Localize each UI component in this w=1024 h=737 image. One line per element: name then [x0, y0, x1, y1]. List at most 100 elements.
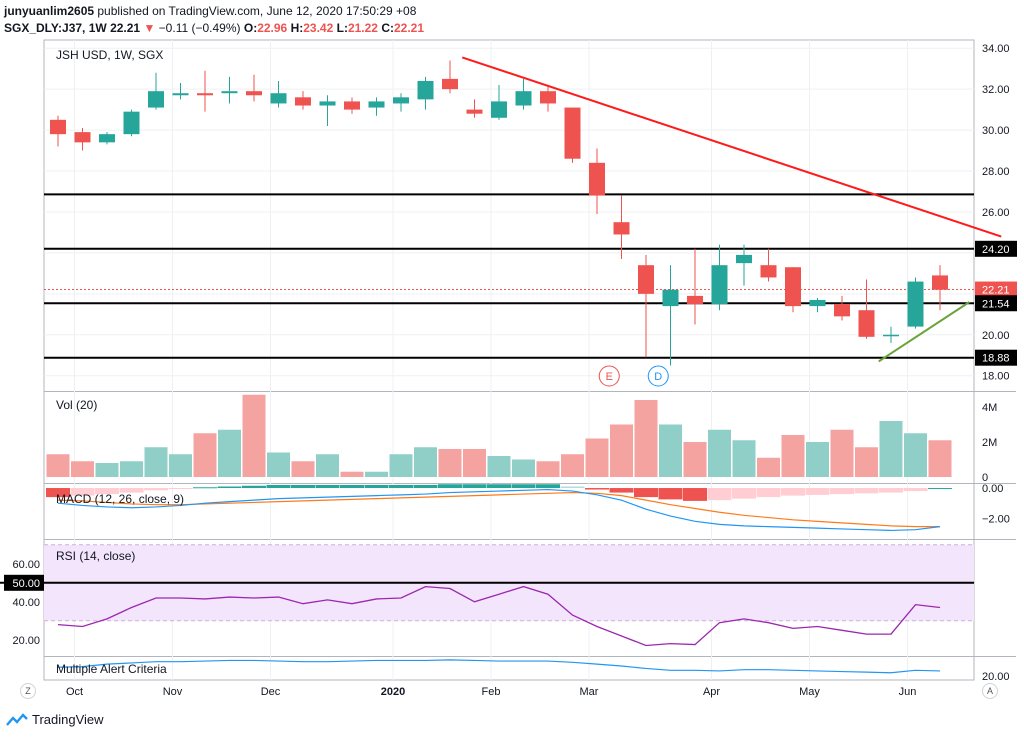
candle-body	[907, 281, 924, 327]
macd-pane-label: MACD (12, 26, close, 9)	[56, 492, 185, 506]
volume-bar	[855, 447, 878, 477]
close-label: C:	[381, 21, 394, 35]
high-value: 23.42	[303, 21, 334, 35]
macd-histogram-bar	[438, 484, 462, 489]
candle-body	[368, 101, 385, 108]
rsi-pane-label: RSI (14, close)	[56, 549, 136, 563]
alert-criteria-line	[57, 659, 941, 674]
zoom-button[interactable]: Z	[20, 683, 36, 699]
volume-bar	[242, 394, 266, 477]
candle-body	[760, 265, 777, 278]
macd-line	[57, 488, 941, 532]
x-tick-label: Mar	[580, 686, 599, 698]
candle-body	[123, 111, 140, 135]
price-axis-badge	[975, 240, 1017, 257]
volume-bar	[71, 461, 94, 477]
macd-signal-line	[57, 491, 940, 528]
price-tick-label: 24.20	[982, 244, 1010, 256]
macd-histogram-bar	[707, 488, 732, 501]
up-trendline	[878, 301, 970, 363]
price-tick-label: 22.21	[982, 285, 1010, 297]
candle-body	[148, 91, 164, 108]
down-arrow-icon: ▼	[143, 21, 156, 35]
candle-body	[662, 289, 679, 307]
candle-body	[197, 93, 213, 96]
tradingview-brand: TradingView	[32, 712, 104, 727]
macd-histogram-bar	[413, 485, 438, 489]
volume-bar	[267, 452, 290, 477]
volume-bar	[585, 438, 609, 477]
volume-bar	[365, 471, 388, 477]
open-label: O:	[243, 21, 258, 35]
macd-histogram-bar	[193, 487, 217, 489]
rsi-tick-label: 20.00	[12, 635, 40, 647]
event-marker-label: E	[606, 371, 613, 383]
volume-bar	[512, 459, 535, 477]
volume-bar	[291, 461, 315, 477]
macd-histogram-bar	[879, 488, 903, 493]
price-tick-label: 34.00	[982, 43, 1010, 55]
volume-bar	[610, 424, 633, 477]
price-tick-label: 18.88	[982, 353, 1010, 365]
price-tick-label: 21.54	[982, 298, 1010, 310]
tradingview-logo[interactable]: TradingView	[6, 712, 104, 727]
macd-tick-label: −2.00	[982, 513, 1010, 525]
macd-histogram-bar	[805, 488, 830, 495]
candle-body	[515, 91, 532, 106]
volume-bar	[659, 424, 682, 477]
volume-bar	[340, 471, 364, 477]
macd-histogram-bar	[315, 485, 340, 489]
volume-bar	[806, 442, 829, 477]
price-tick-label: 32.00	[982, 84, 1010, 96]
auto-scale-button[interactable]: A	[982, 683, 998, 699]
candle-body	[491, 101, 507, 118]
volume-bar	[928, 440, 952, 477]
x-tick-label: 2020	[381, 686, 405, 698]
down-trendline	[461, 56, 1002, 238]
volume-bar	[438, 449, 462, 477]
volume-bar	[120, 461, 143, 477]
publisher-name: junyuanlim2605	[4, 4, 95, 18]
volume-bar	[732, 440, 756, 477]
volume-tick-label: 0	[982, 472, 988, 484]
macd-histogram-bar	[119, 488, 144, 493]
volume-bar	[536, 461, 560, 477]
macd-histogram-bar	[634, 488, 658, 498]
high-label: H:	[290, 21, 304, 35]
macd-histogram-bar	[560, 486, 585, 489]
macd-histogram-bar	[340, 485, 364, 489]
price-tick-label: 28.00	[982, 166, 1010, 178]
volume-bar	[169, 454, 192, 477]
candle-body	[736, 254, 752, 264]
macd-histogram-bar	[364, 485, 389, 489]
candle-body	[883, 334, 899, 337]
candle-body	[638, 265, 654, 294]
candle-body	[270, 93, 287, 104]
candle-body	[172, 93, 189, 96]
close-value: 22.21	[394, 21, 425, 35]
rsi-tick-label: 50.00	[12, 578, 40, 590]
price-axis-badge	[975, 295, 1017, 312]
candle-body	[834, 304, 850, 317]
x-tick-label: May	[799, 686, 820, 698]
volume-bar	[708, 429, 731, 477]
candle-body	[246, 91, 262, 96]
volume-bar	[904, 433, 927, 477]
volume-bar	[561, 454, 584, 477]
publish-details: published on TradingView.com, June 12, 2…	[94, 4, 417, 18]
macd-histogram-bar	[168, 488, 193, 490]
volume-bar	[316, 454, 339, 477]
volume-bar	[487, 456, 511, 477]
macd-histogram-bar	[928, 488, 952, 490]
macd-histogram-bar	[95, 488, 119, 495]
volume-bar	[389, 454, 413, 477]
macd-histogram-bar	[732, 488, 756, 499]
volume-bar	[218, 429, 241, 477]
rsi-tick-label: 60.00	[12, 559, 40, 571]
macd-histogram-bar	[830, 488, 854, 495]
macd-histogram-bar	[487, 484, 511, 489]
tradingview-logo-icon	[6, 712, 28, 726]
rsi-tick-label: 40.00	[12, 597, 40, 609]
macd-histogram-bar	[511, 484, 536, 489]
